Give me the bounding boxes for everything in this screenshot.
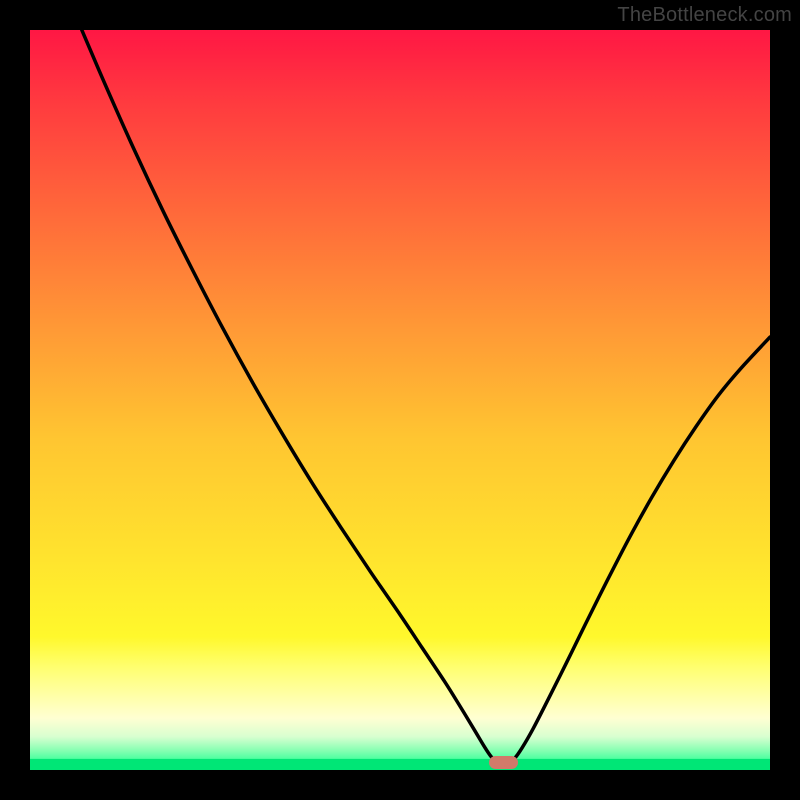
green-bottom-band	[30, 759, 770, 770]
minimum-marker	[489, 756, 519, 769]
stage: TheBottleneck.com	[0, 0, 800, 800]
background-gradient	[30, 30, 770, 770]
plot-area	[30, 30, 770, 770]
plot-svg	[30, 30, 770, 770]
watermark-text: TheBottleneck.com	[617, 4, 792, 27]
